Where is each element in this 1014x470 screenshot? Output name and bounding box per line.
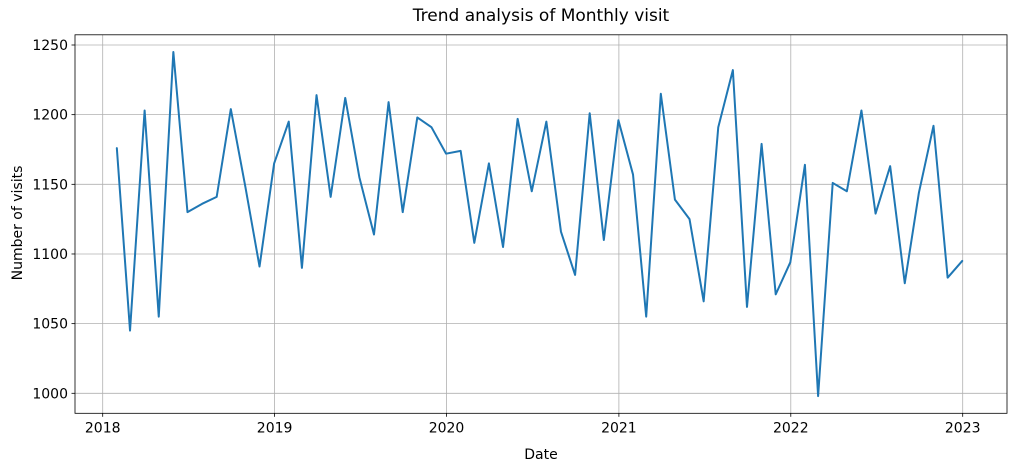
- chart-title: Trend analysis of Monthly visit: [412, 6, 670, 26]
- x-axis-label: Date: [524, 447, 557, 463]
- y-tick-label: 1150: [32, 177, 68, 193]
- y-tick-label: 1050: [32, 317, 68, 333]
- x-tick-label: 2021: [601, 420, 637, 436]
- y-tick-label: 1100: [32, 247, 68, 263]
- axis-tick-labels: 2018 2019 2020 2021 2022 2023 1000 1050 1100 1150…: [32, 38, 980, 436]
- plot-border: [74, 34, 1008, 414]
- visits-line-series: [115, 50, 964, 398]
- x-tick-label: 2022: [773, 420, 809, 436]
- x-tick-label: 2019: [257, 420, 293, 436]
- y-axis-label: Number of visits: [10, 166, 26, 281]
- axis-ticks: [71, 44, 964, 417]
- x-tick-label: 2018: [85, 420, 121, 436]
- x-tick-label: 2020: [429, 420, 465, 436]
- gridlines: [75, 34, 1007, 414]
- x-tick-label: 2023: [945, 420, 981, 436]
- y-tick-label: 1000: [32, 386, 68, 402]
- y-tick-label: 1200: [32, 108, 68, 124]
- y-tick-label: 1250: [32, 38, 68, 54]
